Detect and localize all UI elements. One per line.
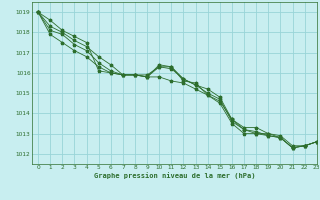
X-axis label: Graphe pression niveau de la mer (hPa): Graphe pression niveau de la mer (hPa)	[94, 172, 255, 179]
